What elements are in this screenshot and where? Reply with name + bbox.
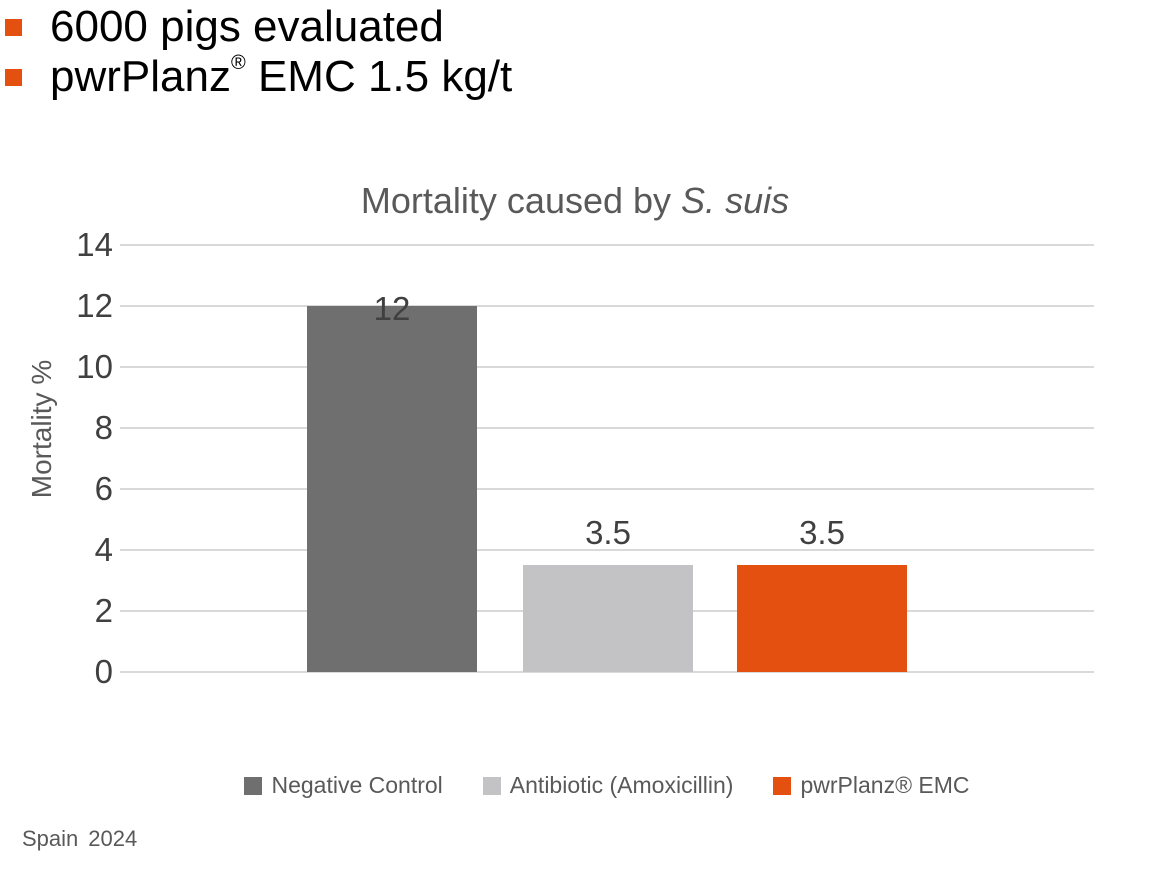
plot-area: 12 3.5 3.5 <box>120 244 1094 673</box>
gridline-4 <box>120 549 1094 551</box>
gridline-14 <box>120 244 1094 246</box>
legend-swatch-icon <box>482 776 501 795</box>
footer-year: 2024 <box>88 826 138 851</box>
chart-title-plain: Mortality caused by <box>360 180 682 221</box>
legend-label: pwrPlanz® EMC <box>800 772 970 798</box>
y-axis-tick-label-10: 10 <box>76 348 113 385</box>
legend: Negative Control Antibiotic (Amoxicillin)… <box>120 772 1094 799</box>
chart-title: Mortality caused by S. suis <box>120 183 1030 219</box>
bullet-text: pwrPlanz® EMC 1.5 kg/t <box>50 52 512 102</box>
bullet-list: 6000 pigs evaluated pwrPlanz® EMC 1.5 kg… <box>5 2 512 102</box>
legend-swatch-icon <box>773 776 792 795</box>
bullet-text-main: pwrPlanz <box>50 52 231 101</box>
bar-value-label-negative-control: 12 <box>373 290 411 327</box>
y-axis-tick-label-12: 12 <box>76 287 113 324</box>
chart-title-italic: S. suis <box>681 180 790 221</box>
y-axis-tick-label-0: 0 <box>94 653 113 690</box>
registered-trademark-sup: ® <box>230 52 246 74</box>
gridline-10 <box>120 366 1094 368</box>
bar-pwrplanz-emc <box>737 565 907 672</box>
y-axis-tick-label-8: 8 <box>94 409 113 446</box>
y-axis-tick-label-4: 4 <box>94 531 113 568</box>
y-axis-tick-label-14: 14 <box>76 226 113 263</box>
y-axis-tick-labels: 0 2 4 6 8 10 12 14 <box>0 228 113 689</box>
legend-label: Antibiotic (Amoxicillin) <box>509 772 734 798</box>
gridline-0 <box>120 671 1094 673</box>
y-axis-tick-label-2: 2 <box>94 592 113 629</box>
bullet-square-icon <box>5 69 22 86</box>
y-axis-tick-label-6: 6 <box>94 470 113 507</box>
footer-location: Spain <box>22 826 79 851</box>
bullet-item-pigs-evaluated: 6000 pigs evaluated <box>5 2 512 52</box>
bar-value-label-antibiotic-amoxicillin: 3.5 <box>585 514 631 552</box>
bullet-text: 6000 pigs evaluated <box>50 2 444 52</box>
bullet-item-pwrplanz-dose: pwrPlanz® EMC 1.5 kg/t <box>5 52 512 102</box>
gridline-12 <box>120 305 1094 307</box>
legend-item-pwrplanz-emc: pwrPlanz® EMC <box>773 772 970 799</box>
gridline-8 <box>120 427 1094 429</box>
legend-swatch-icon <box>244 776 263 795</box>
bar-antibiotic-amoxicillin <box>523 565 693 672</box>
legend-item-antibiotic-amoxicillin: Antibiotic (Amoxicillin) <box>482 772 734 799</box>
bar-negative-control <box>307 306 477 672</box>
bar-value-label-pwrplanz-emc: 3.5 <box>799 514 845 552</box>
bullet-text-rest: EMC 1.5 kg/t <box>245 52 513 101</box>
legend-item-negative-control: Negative Control <box>244 772 443 799</box>
legend-label: Negative Control <box>271 772 443 798</box>
bullet-square-icon <box>5 19 22 36</box>
footer-note: Spain 2024 <box>22 826 137 852</box>
bullet-text-main: 6000 pigs evaluated <box>50 2 444 51</box>
gridline-6 <box>120 488 1094 490</box>
